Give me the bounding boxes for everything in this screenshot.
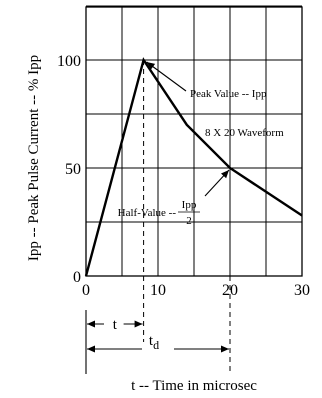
x-tick-label: 10 (150, 282, 166, 299)
peak-arrow (146, 61, 187, 92)
decay-arrow-left-head (87, 345, 95, 353)
y-tick-label: 50 (65, 161, 81, 178)
peak-arrow-head (146, 62, 156, 70)
x-tick-label: 0 (82, 282, 90, 299)
y-tick-label: 100 (57, 53, 81, 70)
decay-arrow-right-head (221, 345, 229, 353)
half-value-arrow (204, 169, 230, 197)
x-tick-label: 20 (222, 282, 238, 299)
peak-value-label: Peak Value -- Ipp (190, 88, 267, 100)
tick-labels: 0 10 20 30 0 50 100 (57, 53, 310, 299)
decay-arrow-left (87, 345, 142, 353)
rise-arrow-right-head (134, 320, 143, 328)
half-value-label: Half-Value -- (118, 207, 177, 219)
y-tick-label: 0 (73, 269, 81, 286)
time-dimensions: t td (85, 310, 229, 374)
y-axis-title: Ipp -- Peak Pulse Current -- % Ipp (26, 55, 42, 261)
half-value-numerator: Ipp (182, 199, 197, 211)
peak-arrow-shaft (146, 61, 187, 92)
decay-arrow-right (174, 345, 229, 353)
series-layer (84, 57, 303, 277)
decay-time-subscript: d (153, 338, 159, 352)
half-value-denominator: 2 (186, 215, 192, 227)
grid (85, 5, 303, 277)
x-axis-title: t -- Time in microsec (131, 378, 257, 394)
x-tick-label: 30 (294, 282, 310, 299)
rise-arrow-left-head (87, 320, 95, 328)
decay-time-label: td (149, 333, 159, 352)
half-value-arrow-head (221, 170, 229, 179)
dashed-guides (86, 60, 231, 374)
rise-arrow-left (87, 320, 104, 328)
waveform-line (84, 57, 303, 277)
rise-arrow-right (123, 320, 143, 328)
plot-frame (85, 6, 303, 277)
rise-time-label: t (113, 317, 118, 333)
waveform-label: 8 X 20 Waveform (205, 127, 284, 139)
annotations: Peak Value -- Ipp 8 X 20 Waveform Half-Val… (118, 61, 284, 227)
